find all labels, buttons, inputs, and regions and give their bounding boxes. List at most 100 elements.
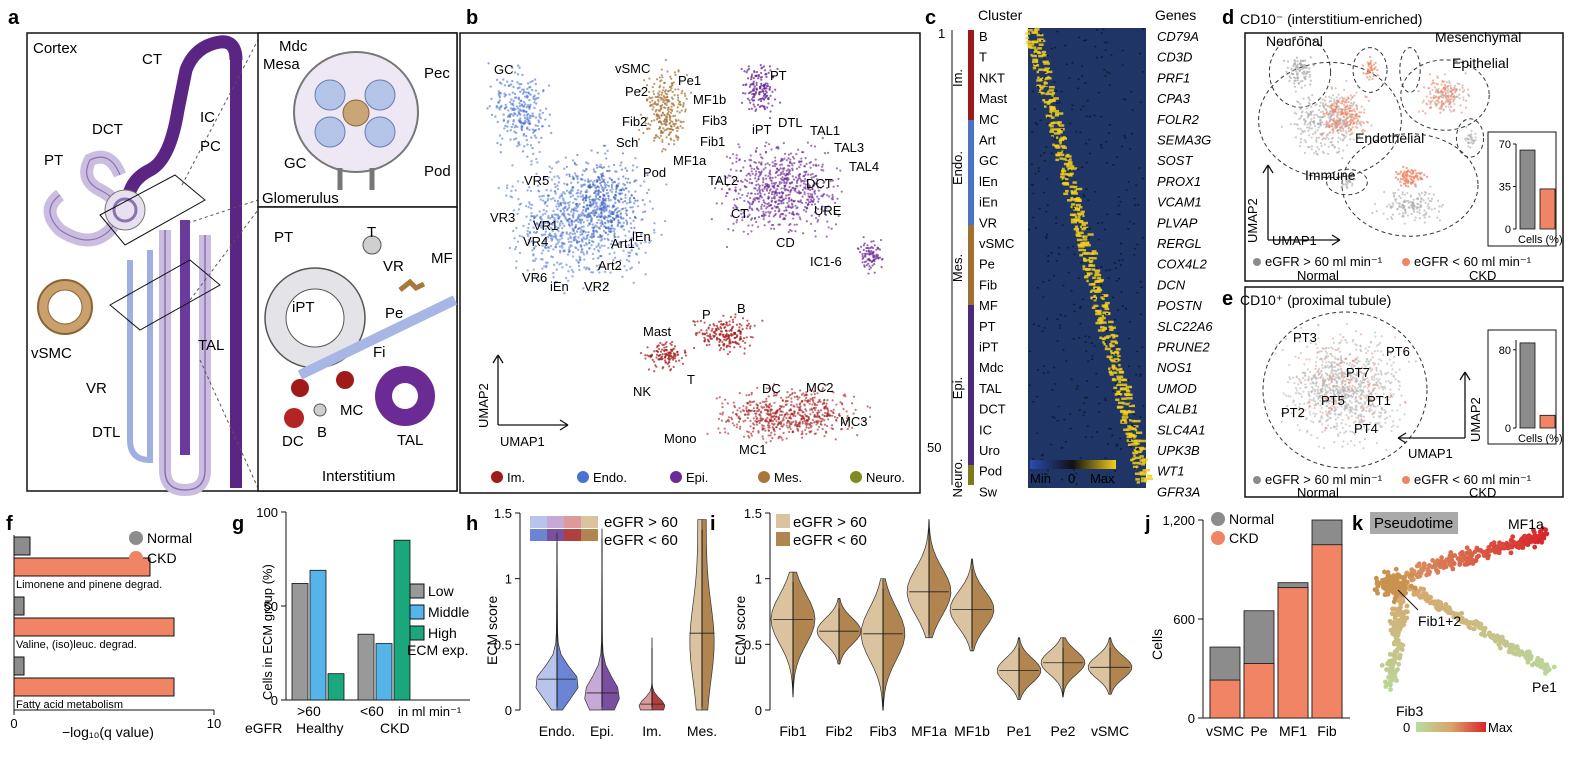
umap-point-im xyxy=(705,331,708,335)
umap-point-endo xyxy=(532,131,535,134)
umap-point-epi xyxy=(793,223,796,226)
umap-point-endo xyxy=(602,229,606,233)
umap-label-gc: GC xyxy=(494,62,514,77)
umap-d-point-normal xyxy=(1321,121,1324,124)
umap-point-mes xyxy=(656,103,659,106)
umap-point-endo xyxy=(569,210,573,213)
umap-point-epi xyxy=(742,230,745,233)
umap-point-epi xyxy=(764,211,768,214)
heatmap-gene-label: COX4L2 xyxy=(1157,257,1208,272)
umap-point-im xyxy=(825,424,829,428)
umap-point-im xyxy=(777,437,780,440)
umap-point-endo xyxy=(605,184,608,187)
umap-point-epi xyxy=(736,197,739,201)
heatmap-cell xyxy=(1067,271,1070,274)
umap-point-endo xyxy=(563,182,566,185)
umap-point-endo xyxy=(554,245,557,249)
umap-d-point-normal xyxy=(1293,82,1296,85)
heatmap-cell xyxy=(1099,278,1104,282)
umap-point-epi xyxy=(749,177,752,181)
umap-point-endo xyxy=(566,253,570,256)
umap-point-im xyxy=(718,320,721,323)
umap-point-im xyxy=(789,409,792,412)
umap-point-im xyxy=(851,402,854,405)
umap-point-epi xyxy=(768,189,772,192)
umap-point-endo xyxy=(556,242,559,245)
heatmap-cell xyxy=(1108,357,1112,360)
umap-point-endo xyxy=(586,180,590,183)
umap-point-mes xyxy=(652,106,655,109)
heatmap-cell xyxy=(1131,424,1134,426)
umap-point-endo xyxy=(517,112,521,115)
heatmap-cell xyxy=(1115,279,1118,282)
umap-point-endo xyxy=(607,194,610,198)
umap-point-endo xyxy=(598,271,601,274)
legend-label-mes: Mes. xyxy=(774,470,802,485)
umap-point-epi xyxy=(749,154,752,157)
heatmap-cell xyxy=(1119,448,1122,450)
umap-point-epi xyxy=(732,222,735,225)
umap-point-endo xyxy=(560,192,564,196)
umap-point-epi xyxy=(806,141,809,144)
umap-label-mf1a: MF1a xyxy=(673,153,707,168)
umap-point-endo xyxy=(559,194,562,198)
umap-point-epi xyxy=(873,244,876,247)
heatmap-cell xyxy=(1068,77,1071,79)
umap-point-epi xyxy=(778,208,781,211)
umap-point-endo xyxy=(563,206,566,210)
heatmap-cell xyxy=(1141,458,1148,461)
heatmap-cell xyxy=(1047,255,1050,257)
umap-point-epi xyxy=(789,158,792,161)
umap-point-endo xyxy=(528,128,531,131)
umap-point-endo xyxy=(511,185,514,188)
umap-point-im xyxy=(807,418,810,421)
heatmap-cell xyxy=(1071,245,1074,247)
umap-point-endo xyxy=(508,246,512,250)
umap-point-endo xyxy=(611,216,614,220)
umap-point-epi xyxy=(742,211,745,215)
umap-point-im xyxy=(818,415,821,418)
umap-point-endo xyxy=(529,103,532,106)
umap-point-endo xyxy=(529,93,532,96)
umap-point-epi xyxy=(773,209,777,213)
heatmap-cell xyxy=(1117,204,1120,207)
heatmap-cell xyxy=(1133,454,1136,457)
heatmap-cell xyxy=(1077,277,1080,280)
umap-point-epi xyxy=(787,178,790,181)
umap-point-endo xyxy=(632,281,635,285)
heatmap-cell xyxy=(1119,367,1123,371)
umap-point-im xyxy=(718,396,721,399)
umap-point-epi xyxy=(798,165,801,169)
umap-point-endo xyxy=(590,232,594,236)
umap-point-endo xyxy=(580,238,584,241)
umap-point-epi xyxy=(769,179,772,182)
umap-point-epi xyxy=(759,153,762,156)
heatmap-cell xyxy=(1097,91,1100,94)
heatmap-cell xyxy=(1041,50,1047,54)
umap-point-im xyxy=(665,348,668,352)
umap-point-endo xyxy=(523,145,526,148)
umap-point-endo xyxy=(532,268,535,271)
umap-point-epi xyxy=(764,166,767,169)
heatmap-cell xyxy=(1078,337,1081,339)
umap-point-epi xyxy=(760,161,763,164)
umap-point-endo xyxy=(522,88,526,91)
umap-point-endo xyxy=(634,199,637,202)
heatmap-cell xyxy=(1043,327,1046,329)
umap-point-im xyxy=(695,333,698,337)
umap-point-epi xyxy=(768,87,771,90)
umap-d-point-normal xyxy=(1285,70,1288,74)
umap-point-endo xyxy=(589,195,592,198)
umap-point-epi xyxy=(784,194,788,197)
umap-point-endo xyxy=(591,181,595,184)
umap-point-endo xyxy=(611,188,614,191)
umap-point-endo xyxy=(588,241,591,245)
umap-point-epi xyxy=(802,174,805,178)
umap-point-endo xyxy=(575,198,578,201)
umap-point-im xyxy=(761,435,764,438)
umap-point-endo xyxy=(639,242,643,245)
umap-point-endo xyxy=(563,224,566,228)
umap-point-im xyxy=(773,414,776,418)
umap-point-epi xyxy=(769,94,772,97)
umap-label-pt: PT xyxy=(770,68,787,83)
